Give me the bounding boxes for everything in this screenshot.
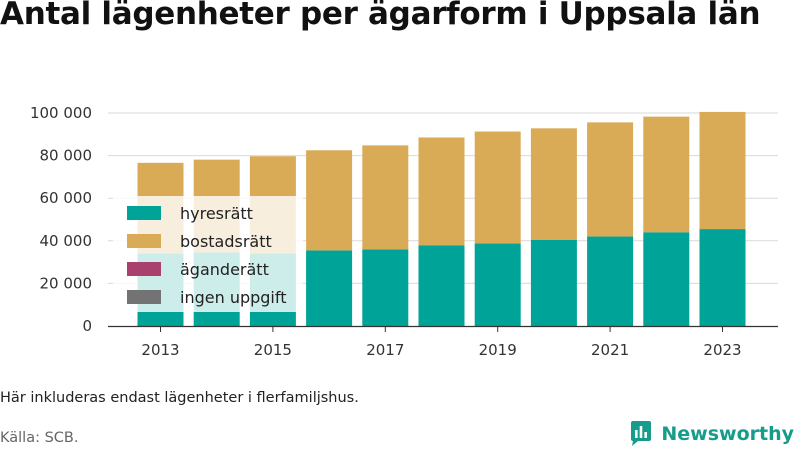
bar-segment-bostadsratt-2018 <box>418 137 465 246</box>
x-tick-label: 2021 <box>591 341 629 359</box>
bar-segment-hyresratt-2023 <box>699 229 746 326</box>
bar-segment-hyresratt-2019 <box>474 243 521 326</box>
y-tick-label: 100 000 <box>30 104 92 122</box>
legend: hyresrätt bostadsrätt äganderätt ingen uppg… <box>113 196 303 312</box>
y-tick-label: 60 000 <box>40 189 93 207</box>
legend-swatch-hyresratt <box>127 206 161 220</box>
bar-segment-bostadsratt-2022 <box>643 116 690 233</box>
bar-segment-hyresratt-2016 <box>306 250 353 326</box>
brand-name: Newsworthy <box>661 422 794 445</box>
x-tick-label: 2019 <box>479 341 517 359</box>
legend-swatch-aganderatt <box>127 262 161 276</box>
stacked-bar-chart: 0 20 000 40 000 60 000 80 000 100 000 2013 2015… <box>30 104 778 359</box>
y-tick-label: 20 000 <box>40 274 93 292</box>
x-tick-label: 2017 <box>366 341 404 359</box>
newsworthy-logo-icon <box>631 421 652 446</box>
bar-segment-bostadsratt-2016 <box>306 150 353 251</box>
bar-segment-hyresratt-2021 <box>587 236 634 326</box>
y-tick-label: 0 <box>82 317 92 335</box>
chart-title: Antal lägenheter per ägarform i Uppsala … <box>0 0 761 32</box>
y-tick-label: 40 000 <box>40 232 93 250</box>
legend-label-hyresratt: hyresrätt <box>180 204 253 223</box>
bar-segment-bostadsratt-2020 <box>530 128 577 240</box>
x-tick-label: 2013 <box>141 341 179 359</box>
chart-note: Här inkluderas endast lägenheter i flerf… <box>0 390 359 406</box>
chart-source: Källa: SCB. <box>0 430 79 446</box>
legend-label-aganderatt: äganderätt <box>180 260 269 279</box>
bar-segment-hyresratt-2020 <box>530 239 577 326</box>
legend-swatch-ingen_uppgift <box>127 290 161 304</box>
bar-segment-bostadsratt-2017 <box>362 145 409 250</box>
bar-segment-hyresratt-2018 <box>418 245 465 326</box>
bar-segment-hyresratt-2022 <box>643 232 690 326</box>
legend-swatch-bostadsratt <box>127 234 161 248</box>
bar-segment-bostadsratt-2019 <box>474 131 521 244</box>
bar-segment-bostadsratt-2021 <box>587 122 634 237</box>
axes: 0 20 000 40 000 60 000 80 000 100 000 2013 2015… <box>30 104 778 359</box>
legend-label-ingen_uppgift: ingen uppgift <box>180 288 287 307</box>
bar-segment-hyresratt-2017 <box>362 249 409 326</box>
newsworthy-logo: Newsworthy <box>629 420 794 447</box>
legend-label-bostadsratt: bostadsrätt <box>180 232 272 251</box>
x-tick-label: 2023 <box>703 341 741 359</box>
y-tick-label: 80 000 <box>40 147 93 165</box>
x-tick-label: 2015 <box>254 341 292 359</box>
bar-segment-bostadsratt-2023 <box>699 111 746 230</box>
